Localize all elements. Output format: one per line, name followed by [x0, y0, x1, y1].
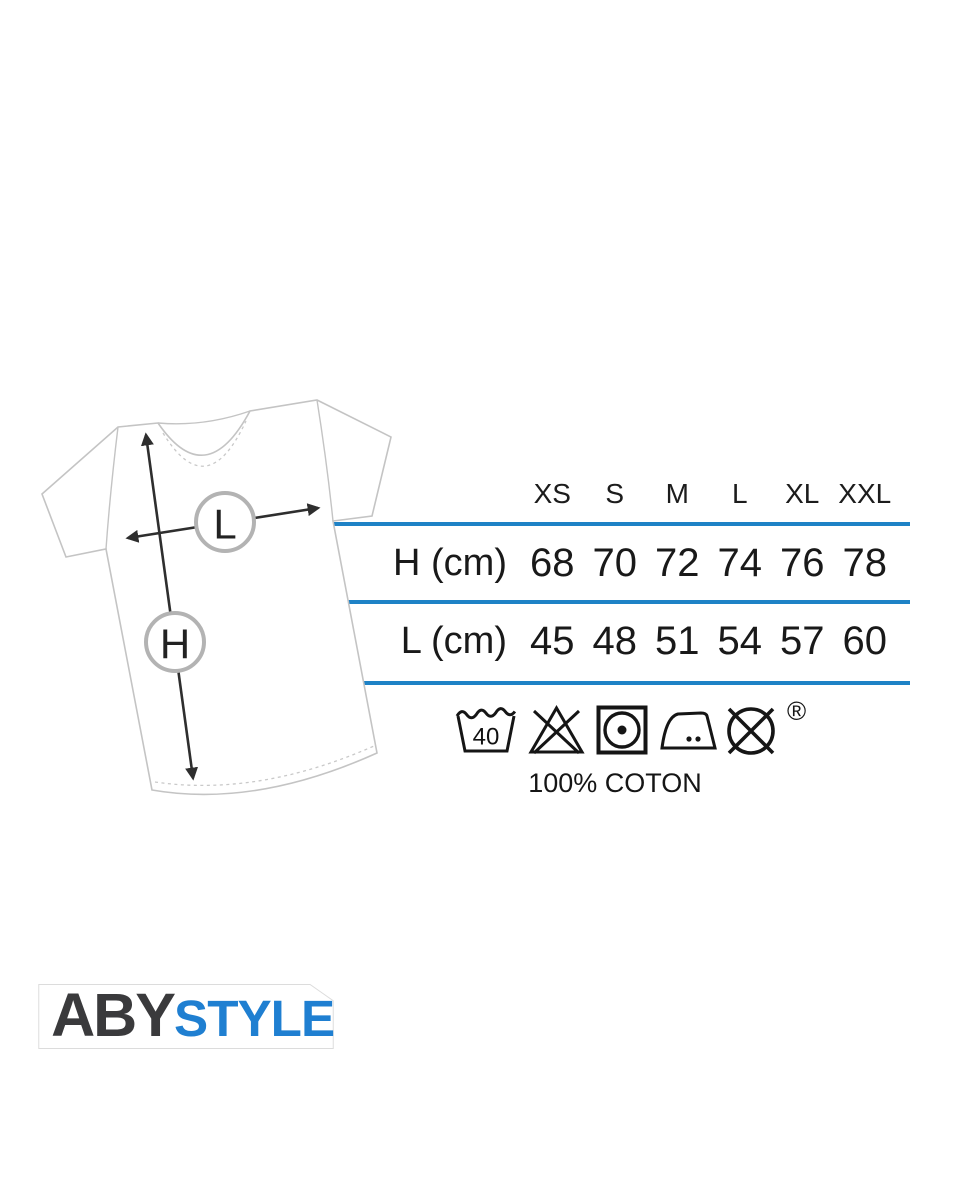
length-label-circle [194, 491, 256, 553]
width-row-label: L (cm) [400, 619, 507, 662]
right-sleeve-seam [316, 399, 334, 522]
width-value-cell: 48 [592, 618, 638, 663]
size-column-xs: XS [533, 478, 571, 509]
size-column-m: M [665, 478, 689, 509]
height-value-cell: 74 [717, 540, 763, 585]
width-value-cell: 45 [530, 618, 575, 663]
wash-40-icon: 40 [455, 707, 517, 753]
height-arrow [140, 432, 199, 781]
size-column-l: L [731, 478, 748, 509]
care-symbols-row: 40 ® [455, 696, 807, 760]
collar-back-line [157, 410, 251, 425]
width-value-cell: 60 [842, 618, 888, 663]
height-value-cell: 68 [530, 540, 575, 585]
height-value-cell: 78 [842, 540, 888, 585]
height-row-label: H (cm) [393, 541, 507, 584]
height-label: H [160, 621, 190, 668]
tshirt-outline [41, 399, 392, 796]
iron-icon [660, 711, 717, 750]
brand-prefix: ABY [51, 984, 175, 1049]
size-column-s: S [605, 478, 625, 509]
registered-trademark: ® [787, 696, 807, 726]
size-table: XS S M L XL XXL H (cm) 68 70 72 74 76 78… [330, 468, 910, 692]
hem-stitch-line [154, 745, 375, 787]
table-divider-line [362, 681, 910, 685]
tshirt-measurement-diagram: L H [41, 399, 392, 796]
size-column-xl: XL [785, 478, 820, 509]
do-not-dryclean-icon [727, 707, 775, 755]
size-table-header-row: XS S M L XL XXL [330, 472, 910, 516]
size-column-xxl: XXL [838, 478, 892, 509]
brand-logo: ABYSTYLE [38, 984, 335, 1049]
collar-stitch-line [162, 420, 247, 467]
width-row: L (cm) 45 48 51 54 57 60 [330, 612, 910, 670]
width-value-cell: 57 [780, 618, 825, 663]
width-value-cell: 51 [655, 618, 700, 663]
logo-plate [38, 984, 334, 1049]
height-row: H (cm) 68 70 72 74 76 78 [330, 534, 910, 592]
length-label: L [213, 501, 236, 548]
fabric-composition-label: 100% COTON [528, 768, 702, 798]
table-divider-line [330, 522, 910, 526]
tumble-dry-icon [596, 705, 648, 755]
do-not-bleach-icon [528, 705, 585, 755]
table-divider-line [347, 600, 910, 604]
height-label-circle [144, 611, 206, 673]
left-sleeve-seam [105, 426, 119, 550]
brand-suffix: STYLE [174, 990, 334, 1047]
height-value-cell: 76 [780, 540, 825, 585]
width-value-cell: 54 [717, 618, 763, 663]
height-value-cell: 70 [592, 540, 638, 585]
svg-text:ABYSTYLE: ABYSTYLE [51, 984, 334, 1049]
height-value-cell: 72 [655, 540, 700, 585]
wash-temperature-label: 40 [473, 724, 500, 751]
